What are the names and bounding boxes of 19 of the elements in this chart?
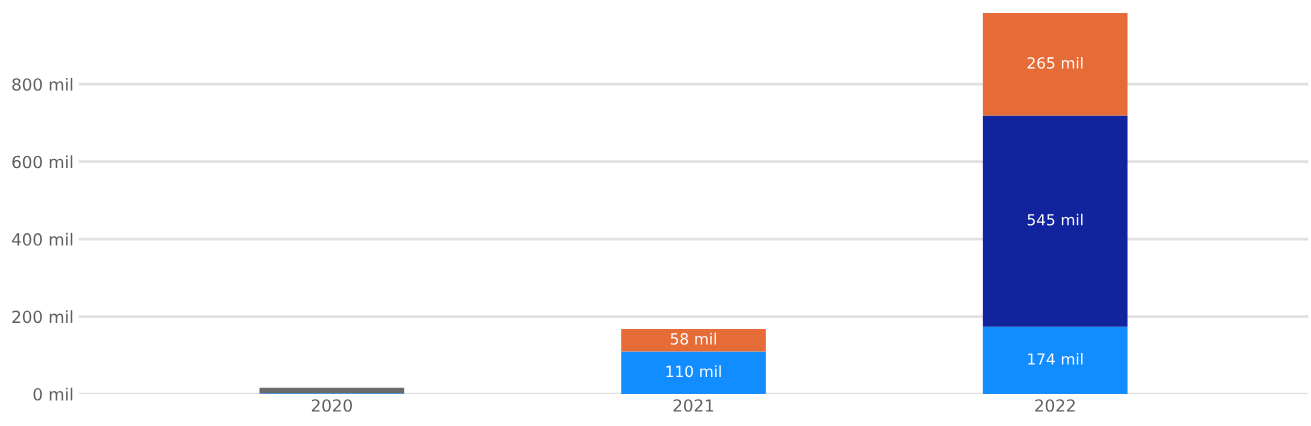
bar bbox=[982, 115, 1128, 327]
data-label: 265 mil bbox=[1027, 56, 1083, 69]
x-tick-label: 2020 bbox=[311, 399, 352, 412]
data-label: 110 mil bbox=[666, 365, 721, 378]
y-tick-label: 200 mil bbox=[12, 310, 73, 324]
bar bbox=[259, 387, 405, 394]
y-tick-label: 600 mil bbox=[12, 155, 73, 169]
data-label: 58 mil bbox=[670, 332, 716, 345]
data-label: 174 mil bbox=[1028, 352, 1083, 365]
y-tick-label: 800 mil bbox=[12, 77, 73, 91]
bar bbox=[982, 12, 1128, 116]
data-label: 545 mil bbox=[1027, 213, 1083, 226]
bar bbox=[621, 351, 766, 395]
bar bbox=[621, 328, 766, 352]
y-tick-label: 400 mil bbox=[12, 232, 73, 246]
x-tick-label: 2022 bbox=[1035, 399, 1075, 412]
bar bbox=[982, 326, 1128, 395]
y-tick-label: 0 mil bbox=[33, 387, 73, 401]
x-tick-label: 2021 bbox=[673, 399, 714, 412]
